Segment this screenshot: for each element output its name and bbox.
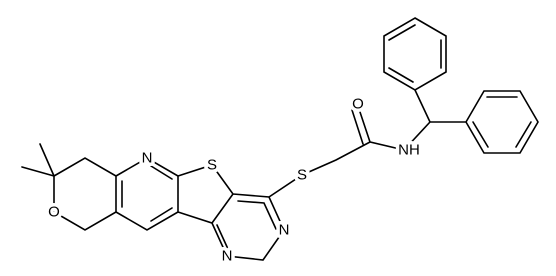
atom-label: N [279,222,290,239]
bonds [21,17,539,261]
atom-label: N [142,150,153,167]
atom-label: NH [398,142,420,159]
atom-label: N [222,248,233,265]
atom-label: O [48,204,60,221]
atom-label: S [207,157,217,174]
atom-label: S [297,167,307,184]
atom-label: O [352,96,364,113]
